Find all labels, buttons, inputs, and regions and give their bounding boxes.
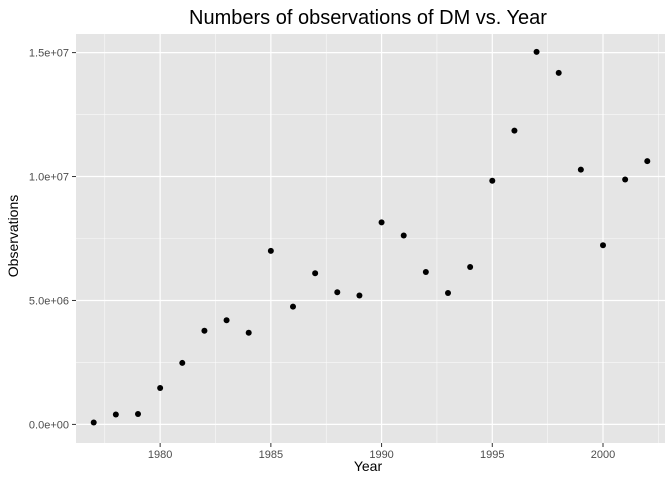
data-point xyxy=(356,292,363,299)
data-point xyxy=(223,317,230,324)
data-point xyxy=(555,69,562,76)
minor-gridlines xyxy=(76,34,665,443)
x-tick-label: 1990 xyxy=(369,449,393,461)
data-point xyxy=(179,359,186,366)
data-point xyxy=(90,419,97,426)
data-point xyxy=(334,289,341,296)
data-point xyxy=(422,268,429,275)
data-point xyxy=(245,329,252,336)
x-tick-label: 1995 xyxy=(480,449,504,461)
y-tick-label: 0.0e+00 xyxy=(29,419,69,431)
data-point xyxy=(600,242,606,249)
data-point xyxy=(112,411,119,418)
x-axis: 1980 1985 1990 1995 2000 xyxy=(148,443,615,461)
x-tick-label: 2000 xyxy=(591,449,615,461)
data-points xyxy=(90,48,651,426)
y-axis: 0.0e+00 5.0e+06 1.0e+07 1.5e+07 xyxy=(29,48,76,431)
data-point xyxy=(445,290,451,297)
data-point xyxy=(577,166,584,173)
x-tick-label: 1985 xyxy=(259,449,283,461)
y-tick-label: 1.5e+07 xyxy=(29,48,69,60)
data-point xyxy=(267,247,274,254)
data-point xyxy=(533,48,540,55)
data-point xyxy=(201,327,208,334)
y-tick-label: 5.0e+06 xyxy=(29,295,69,307)
data-point xyxy=(467,264,474,271)
data-point xyxy=(290,303,296,310)
y-axis-title: Observations xyxy=(5,195,21,277)
x-axis-title: Year xyxy=(354,458,383,474)
chart-title: Numbers of observations of DM vs. Year xyxy=(189,7,547,29)
data-point xyxy=(511,127,518,134)
data-point xyxy=(312,270,319,277)
data-point xyxy=(378,219,385,226)
data-point xyxy=(157,384,164,391)
data-point xyxy=(135,410,141,417)
y-tick-label: 1.0e+07 xyxy=(29,172,69,184)
data-point xyxy=(400,232,407,239)
data-point xyxy=(622,176,629,183)
data-point xyxy=(489,177,496,184)
data-point xyxy=(644,158,651,165)
major-gridlines xyxy=(76,34,665,443)
x-tick-label: 1980 xyxy=(148,449,172,461)
